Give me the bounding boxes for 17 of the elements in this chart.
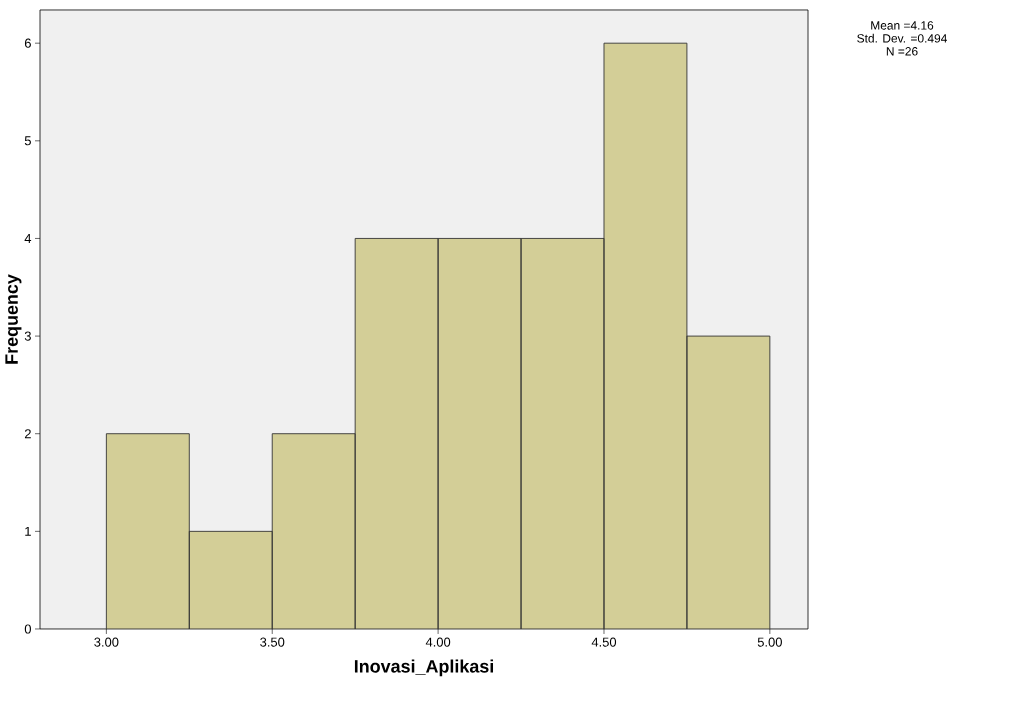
- y-tick-label: 2: [24, 429, 31, 439]
- y-tick-label: 6: [24, 38, 31, 48]
- text: Std. Dev. =0.494: [857, 33, 947, 43]
- y-axis-title: Frequency: [5, 274, 22, 364]
- x-tick-label: 3.50: [260, 637, 285, 647]
- y-tick-label: 0: [24, 624, 31, 634]
- y-tick-label: 1: [25, 526, 31, 536]
- x-tick-label: 5.00: [757, 637, 782, 647]
- y-tick-label: 4: [24, 234, 32, 243]
- x-tick-label: 3.00: [94, 637, 119, 647]
- y-tick-label: 3: [24, 331, 31, 341]
- x-tick-label: 4.00: [425, 637, 451, 647]
- x-axis-title: Inovasi_Aplikasi: [354, 659, 494, 677]
- text: N =26: [886, 47, 918, 56]
- text: Mean =4.16: [871, 21, 934, 30]
- x-tick-label: 4.50: [591, 637, 617, 647]
- y-tick-label: 5: [24, 136, 31, 146]
